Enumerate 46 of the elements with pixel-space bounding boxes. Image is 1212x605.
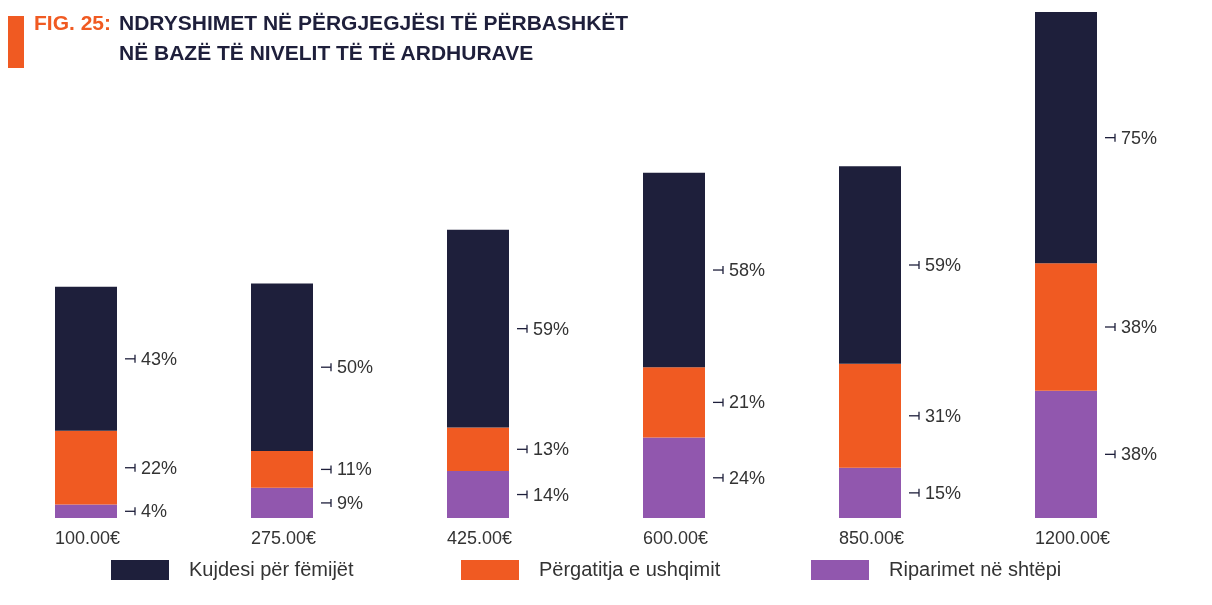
data-label: 31% (925, 405, 962, 426)
bar (55, 286, 117, 431)
data-label: 43% (141, 348, 178, 369)
legend-label: Kujdesi për fëmijët (189, 558, 354, 581)
x-tick-label: 275.00€ (251, 528, 317, 548)
data-label: 4% (141, 501, 168, 522)
data-label: 22% (141, 457, 178, 478)
data-label: 15% (925, 482, 962, 503)
bar (643, 172, 705, 368)
bar (251, 283, 313, 451)
bar (447, 229, 509, 428)
x-tick-label: 600.00€ (643, 528, 709, 548)
bar (1035, 263, 1097, 391)
bar (643, 437, 705, 518)
data-label: 9% (337, 492, 364, 513)
data-label: 13% (533, 439, 570, 460)
x-tick-label: 100.00€ (55, 528, 121, 548)
data-label: 38% (1121, 316, 1158, 337)
bar (839, 363, 901, 468)
legend-label: Riparimet në shtëpi (889, 558, 1062, 581)
bar (447, 427, 509, 472)
x-tick-label: 425.00€ (447, 528, 513, 548)
data-label: 50% (337, 357, 374, 378)
data-label: 21% (729, 392, 766, 413)
bar (55, 430, 117, 505)
data-label: 75% (1121, 127, 1158, 148)
data-label: 14% (533, 484, 570, 505)
data-label: 11% (337, 459, 372, 480)
bar (447, 471, 509, 518)
bar (55, 504, 117, 518)
data-label: 58% (729, 260, 766, 281)
data-label: 38% (1121, 444, 1158, 465)
x-tick-label: 1200.00€ (1035, 528, 1111, 548)
bar (839, 467, 901, 518)
bar (839, 166, 901, 364)
bar (251, 450, 313, 488)
data-label: 59% (925, 255, 962, 275)
x-tick-label: 850.00€ (839, 528, 905, 548)
bar (1035, 390, 1097, 518)
text: FIG. 25: NDRYSHIMET NË PËRGJEGJËSI TË PËRBASHKËT NË BAZË TË NIVELIT TË TË ARDHURAVE (34, 10, 630, 66)
legend-label: Përgatitja e ushqimit (539, 558, 721, 581)
bar (643, 367, 705, 438)
bar (251, 487, 313, 518)
bar (1035, 12, 1097, 264)
data-label: 24% (729, 467, 766, 488)
data-label: 59% (533, 318, 570, 339)
